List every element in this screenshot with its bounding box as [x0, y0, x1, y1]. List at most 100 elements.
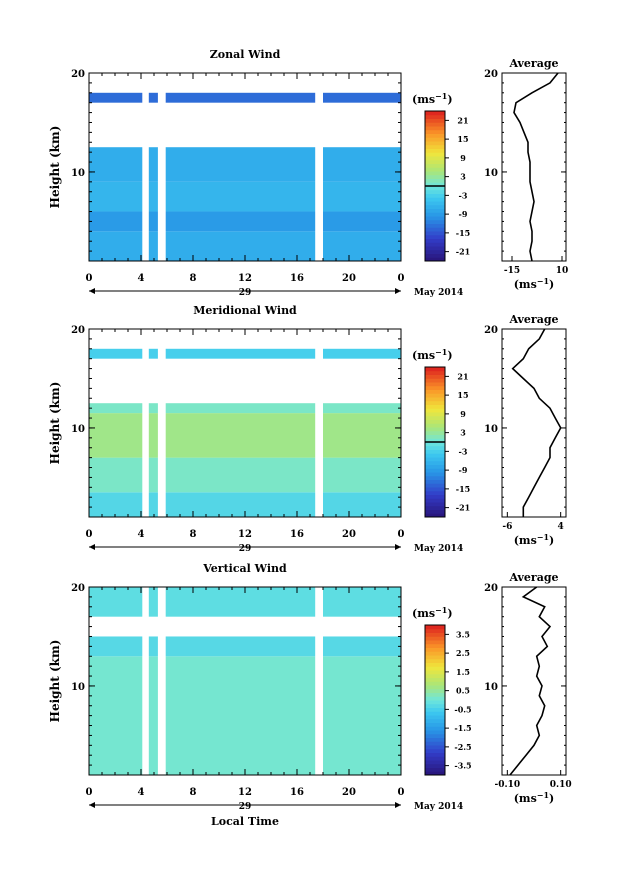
- average-x-label-exp: −1: [537, 276, 549, 286]
- average-y-tick-label: 10: [484, 424, 498, 435]
- colorbar-segment: [425, 711, 445, 716]
- colorbar-segment: [425, 419, 445, 424]
- y-axis-label: Height (km): [48, 126, 62, 209]
- colorbar-segment: [425, 216, 445, 221]
- heatmap-band: [89, 92, 401, 103]
- data-gap: [142, 329, 149, 517]
- date-arrow-left: [89, 802, 95, 808]
- average-x-tick-label: -0.10: [495, 780, 521, 790]
- colorbar-tick-label: -1.5: [454, 723, 471, 733]
- colorbar-segment: [425, 434, 445, 439]
- colorbar-segment: [425, 152, 445, 157]
- colorbar-unit-close: ): [447, 349, 452, 362]
- colorbar-segment: [425, 677, 445, 682]
- colorbar-tick-label: -3: [459, 190, 468, 200]
- colorbar-segment: [425, 374, 445, 379]
- x-tick-label: 16: [290, 529, 304, 540]
- y-tick-label: 10: [71, 682, 85, 693]
- x-tick-label: 0: [398, 529, 405, 540]
- colorbar-segment: [425, 509, 445, 514]
- heatmap-band: [89, 656, 401, 775]
- colorbar-segment: [425, 197, 445, 202]
- colorbar-segment: [425, 487, 445, 492]
- colorbar-tick-label: 0.5: [456, 686, 470, 696]
- colorbar-segment: [425, 752, 445, 757]
- average-y-tick-label: 20: [484, 583, 498, 594]
- colorbar-unit: (ms−1): [412, 91, 453, 106]
- colorbar-segment: [425, 718, 445, 723]
- average-frame: [501, 72, 567, 262]
- colorbar-tick-label: 9: [460, 409, 466, 419]
- average-x-tick-label: -15: [504, 266, 520, 276]
- colorbar-segment: [425, 756, 445, 761]
- average-x-label-close: ): [549, 792, 554, 805]
- colorbar-segment: [425, 771, 445, 776]
- colorbar-unit-exp: −1: [435, 91, 447, 101]
- colorbar-segment: [425, 174, 445, 179]
- colorbar-segment: [425, 385, 445, 390]
- average-frame: [501, 586, 567, 776]
- colorbar-segment: [425, 460, 445, 465]
- colorbar-segment: [425, 715, 445, 720]
- average-x-label: (ms−1): [514, 790, 555, 805]
- colorbar-unit-exp: −1: [435, 347, 447, 357]
- date-month: May 2014: [414, 802, 463, 812]
- colorbar-segment: [425, 242, 445, 247]
- colorbar-segment: [425, 167, 445, 172]
- colorbar-segment: [425, 111, 445, 116]
- colorbar-tick-label: 3: [460, 428, 466, 438]
- average-y-tick-label: 20: [484, 69, 498, 80]
- colorbar-segment: [425, 438, 445, 443]
- colorbar-segment: [425, 730, 445, 735]
- panel-2: Vertical Wind 0 4 8 12 16 20 0 20 10 Height (km) 29…: [48, 562, 572, 828]
- x-tick-label: 20: [342, 787, 356, 798]
- colorbar-segment: [425, 490, 445, 495]
- colorbar-segment: [425, 763, 445, 768]
- colorbar-segment: [425, 129, 445, 134]
- average-y-tick-label: 20: [484, 325, 498, 336]
- panel-title: Zonal Wind: [210, 48, 281, 61]
- colorbar-segment: [425, 189, 445, 194]
- average-x-label-base: (ms: [514, 534, 537, 547]
- date-day: 29: [239, 544, 252, 554]
- x-tick-label: 8: [190, 529, 197, 540]
- colorbar-segment: [425, 468, 445, 473]
- colorbar-tick-label: -9: [459, 465, 468, 475]
- colorbar-segment: [425, 249, 445, 254]
- colorbar-segment: [425, 156, 445, 161]
- colorbar-segment: [425, 726, 445, 731]
- colorbar-segment: [425, 430, 445, 435]
- colorbar-tick-label: -15: [456, 484, 470, 494]
- colorbar-segment: [425, 502, 445, 507]
- colorbar-unit: (ms−1): [412, 347, 453, 362]
- colorbar-unit-base: (ms: [412, 607, 435, 620]
- colorbar-segment: [425, 382, 445, 387]
- colorbar-segment: [425, 625, 445, 630]
- colorbar-tick-label: -3.5: [454, 761, 471, 771]
- colorbar-tick-label: 2.5: [456, 648, 470, 658]
- panel-0: Zonal Wind 0 4 8 12 16 20 0 20 10 Height (km) 29 May…: [48, 48, 568, 298]
- average-x-label: (ms−1): [514, 532, 555, 547]
- data-gap: [315, 587, 323, 775]
- x-tick-label: 16: [290, 787, 304, 798]
- x-tick-label: 0: [398, 787, 405, 798]
- average-x-tick-label: 10: [556, 266, 569, 276]
- average-title: Average: [508, 57, 558, 70]
- colorbar-segment: [425, 640, 445, 645]
- x-tick-label: 4: [138, 787, 145, 798]
- colorbar-segment: [425, 159, 445, 164]
- colorbar-segment: [425, 178, 445, 183]
- colorbar-segment: [425, 212, 445, 217]
- colorbar-segment: [425, 741, 445, 746]
- colorbar-segment: [425, 479, 445, 484]
- colorbar-segment: [425, 449, 445, 454]
- heatmap: [89, 329, 401, 517]
- colorbar-unit-base: (ms: [412, 93, 435, 106]
- colorbar-segment: [425, 231, 445, 236]
- y-axis-label: Height (km): [48, 382, 62, 465]
- colorbar-segment: [425, 204, 445, 209]
- date-month: May 2014: [414, 288, 463, 298]
- colorbar-segment: [425, 651, 445, 656]
- colorbar-segment: [425, 427, 445, 432]
